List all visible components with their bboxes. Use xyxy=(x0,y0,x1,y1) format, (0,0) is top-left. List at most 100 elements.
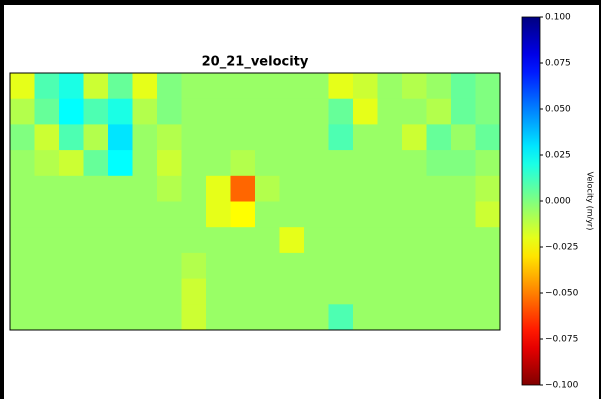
heatmap-cell xyxy=(304,278,329,305)
heatmap-cell xyxy=(34,227,60,254)
heatmap-cell xyxy=(426,227,452,254)
heatmap-cell xyxy=(304,304,329,331)
heatmap-cell xyxy=(10,304,35,331)
heatmap-cell xyxy=(255,73,280,100)
heatmap-cell xyxy=(59,175,84,202)
heatmap-cell xyxy=(304,98,329,125)
heatmap-cell xyxy=(279,278,305,305)
heatmap-cell xyxy=(377,150,403,177)
heatmap-cell xyxy=(132,150,158,177)
heatmap-cell xyxy=(206,304,231,331)
heatmap-cell xyxy=(132,124,158,151)
heatmap-cell xyxy=(230,73,256,100)
heatmap-cell xyxy=(108,227,133,254)
heatmap-cell xyxy=(304,73,329,100)
heatmap-cell xyxy=(255,252,280,280)
heatmap-cell xyxy=(255,304,280,331)
heatmap-cell xyxy=(59,98,84,125)
heatmap-cell xyxy=(475,150,501,177)
colorbar xyxy=(521,16,541,386)
heatmap-cell xyxy=(34,201,60,228)
heatmap-cell xyxy=(83,150,109,177)
heatmap-cell xyxy=(59,227,84,254)
heatmap-cell xyxy=(83,304,109,331)
heatmap-cell xyxy=(475,73,501,100)
heatmap-cell xyxy=(157,124,182,151)
heatmap-cell xyxy=(451,98,476,125)
heatmap-cell xyxy=(475,124,501,151)
colorbar-tick-label: −0.025 xyxy=(545,243,578,253)
heatmap-cell xyxy=(255,124,280,151)
heatmap-cell xyxy=(328,73,354,100)
heatmap-cell xyxy=(255,98,280,125)
heatmap-cell xyxy=(10,73,35,100)
heatmap-cell xyxy=(279,124,305,151)
heatmap-cell xyxy=(353,124,378,151)
heatmap-cell xyxy=(402,98,427,125)
heatmap-cell xyxy=(426,252,452,280)
heatmap-cell xyxy=(132,304,158,331)
heatmap-cell xyxy=(353,150,378,177)
heatmap-cell xyxy=(230,175,256,202)
heatmap-cell xyxy=(304,175,329,202)
heatmap-cell xyxy=(475,201,501,228)
heatmap-cell xyxy=(157,73,182,100)
heatmap-cell xyxy=(328,175,354,202)
heatmap-cell xyxy=(279,98,305,125)
heatmap-cell xyxy=(10,278,35,305)
heatmap-cell xyxy=(426,304,452,331)
heatmap-cell xyxy=(328,304,354,331)
heatmap-cell xyxy=(59,201,84,228)
heatmap-cell xyxy=(10,124,35,151)
heatmap-cell xyxy=(328,227,354,254)
heatmap-cell xyxy=(157,175,182,202)
heatmap-cell xyxy=(328,150,354,177)
heatmap-cell xyxy=(279,175,305,202)
heatmap-cell xyxy=(402,175,427,202)
heatmap-cell xyxy=(157,227,182,254)
colorbar-tick-label: −0.100 xyxy=(545,381,579,391)
heatmap-cell xyxy=(402,201,427,228)
heatmap-cell xyxy=(206,227,231,254)
heatmap-cell xyxy=(10,201,35,228)
heatmap-cell xyxy=(279,150,305,177)
heatmap-cell xyxy=(181,304,207,331)
heatmap-cell xyxy=(426,175,452,202)
heatmap-cell xyxy=(402,124,427,151)
heatmap-cell xyxy=(59,252,84,280)
heatmap-cell xyxy=(475,304,501,331)
heatmap-cell xyxy=(426,73,452,100)
heatmap-cell xyxy=(230,201,256,228)
colorbar-label: Velocity (m/yr) xyxy=(586,172,595,231)
heatmap-cell xyxy=(132,278,158,305)
heatmap-cell xyxy=(157,150,182,177)
heatmap-cell xyxy=(377,252,403,280)
colorbar-tick-label: −0.075 xyxy=(545,335,578,345)
heatmap-cell xyxy=(181,227,207,254)
heatmap-cell xyxy=(230,227,256,254)
heatmap-cell xyxy=(206,175,231,202)
heatmap-cell xyxy=(353,201,378,228)
heatmap-cell xyxy=(475,227,501,254)
heatmap-cell xyxy=(132,227,158,254)
heatmap-cell xyxy=(230,98,256,125)
heatmap-cell xyxy=(34,252,60,280)
heatmap-cell xyxy=(59,124,84,151)
heatmap-cell xyxy=(157,98,182,125)
heatmap-cell xyxy=(426,201,452,228)
heatmap-cell xyxy=(230,304,256,331)
heatmap-cell xyxy=(402,252,427,280)
heatmap-cell xyxy=(83,227,109,254)
heatmap-cell xyxy=(34,304,60,331)
heatmap-cell xyxy=(304,252,329,280)
heatmap-cell xyxy=(34,278,60,305)
heatmap-cell xyxy=(353,304,378,331)
heatmap-cell xyxy=(451,227,476,254)
heatmap-cell xyxy=(451,278,476,305)
heatmap-cell xyxy=(328,98,354,125)
heatmap-cell xyxy=(377,278,403,305)
heatmap-cell xyxy=(181,124,207,151)
heatmap-cell xyxy=(304,201,329,228)
heatmap-cell xyxy=(377,124,403,151)
